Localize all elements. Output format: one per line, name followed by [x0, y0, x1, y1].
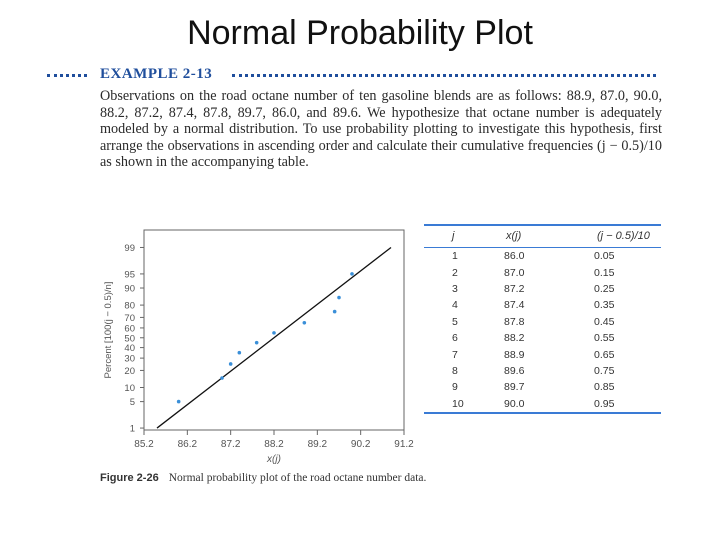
- y-tick-label: 60: [124, 323, 135, 334]
- x-axis-label: x(j): [266, 454, 281, 465]
- y-axis-label: Percent [100(j − 0.5)/n]: [103, 282, 114, 379]
- x-tick-label: 89.2: [308, 439, 328, 450]
- figure-caption-text: Normal probability plot of the road octa…: [168, 472, 427, 484]
- cell-x: 90.0: [504, 397, 525, 410]
- cell-j: 6: [452, 332, 458, 345]
- data-table: j x(j) (j − 0.5)/10 1 86.0 0.05 2 87.0 0.15 …: [424, 224, 661, 414]
- cell-j: 7: [452, 348, 458, 361]
- table-rule-top: [424, 224, 661, 226]
- header-xj: x(j): [506, 230, 522, 242]
- x-tick-label: 90.2: [351, 439, 371, 450]
- y-tick-label: 40: [124, 343, 135, 354]
- cell-freq: 0.55: [594, 332, 615, 345]
- cell-x: 87.4: [504, 299, 525, 312]
- table-row: 5 87.8 0.45: [424, 314, 661, 330]
- cell-freq: 0.35: [594, 299, 615, 312]
- cell-freq: 0.05: [594, 250, 615, 263]
- data-point: [272, 331, 276, 335]
- cell-x: 87.0: [504, 266, 525, 279]
- y-tick-label: 5: [130, 397, 135, 408]
- y-tick-label: 1: [130, 424, 135, 435]
- data-point: [332, 309, 337, 314]
- header-j: j: [452, 230, 455, 242]
- data-point: [302, 321, 307, 325]
- slide-title: Normal Probability Plot: [187, 14, 533, 52]
- y-tick-label: 30: [124, 354, 135, 365]
- y-tick-label: 10: [124, 383, 135, 394]
- data-point: [237, 350, 242, 355]
- cell-j: 9: [452, 381, 458, 394]
- fit-line: [156, 246, 392, 429]
- cell-freq: 0.25: [594, 282, 615, 295]
- cell-freq: 0.95: [594, 397, 615, 410]
- table-row: 10 90.0 0.95: [424, 396, 661, 412]
- example-label: EXAMPLE 2-13: [100, 66, 213, 82]
- x-axis-ticks: 85.2 86.2 87.2 88.2 89.2 90.2 91.2: [134, 430, 414, 450]
- cell-freq: 0.75: [594, 364, 615, 377]
- table-header-row: j x(j) (j − 0.5)/10: [424, 226, 661, 246]
- cell-j: 4: [452, 299, 458, 312]
- y-tick-label: 90: [124, 284, 135, 295]
- y-tick-label: 20: [124, 366, 135, 377]
- table-row: 1 86.0 0.05: [424, 248, 661, 264]
- x-tick-label: 85.2: [134, 439, 154, 450]
- table-row: 9 89.7 0.85: [424, 379, 661, 395]
- cell-x: 88.2: [504, 332, 525, 345]
- cell-j: 10: [452, 397, 464, 410]
- y-tick-label: 70: [124, 313, 135, 324]
- cell-freq: 0.85: [594, 381, 615, 394]
- y-tick-label: 95: [124, 269, 135, 280]
- data-point: [228, 362, 233, 366]
- table-rule-mid: [424, 247, 661, 248]
- cell-x: 87.2: [504, 282, 525, 295]
- header-freq: (j − 0.5)/10: [597, 230, 650, 242]
- table-rule-bottom: [424, 411, 661, 414]
- normal-probability-chart: 85.2 86.2 87.2 88.2 89.2 90.2 91.2 1 5 10 2030405…: [103, 229, 414, 465]
- data-point: [176, 399, 181, 404]
- table-row: 2 87.0 0.15: [424, 264, 661, 280]
- cell-freq: 0.65: [594, 348, 615, 361]
- x-tick-label: 86.2: [178, 439, 198, 450]
- cell-j: 2: [452, 266, 458, 279]
- cell-j: 8: [452, 364, 458, 377]
- y-tick-label: 99: [124, 243, 135, 254]
- example-paragraph: Observations on the road octane number o…: [100, 88, 662, 171]
- figure-caption: Figure 2-26 Normal probability plot of th…: [100, 472, 426, 484]
- cell-x: 89.7: [504, 381, 525, 394]
- cell-freq: 0.15: [594, 266, 615, 279]
- table-row: 7 88.9 0.65: [424, 346, 661, 362]
- cell-x: 88.9: [504, 348, 525, 361]
- y-tick-label: 80: [124, 301, 135, 312]
- cell-freq: 0.45: [594, 315, 615, 328]
- table-row: 4 87.4 0.35: [424, 297, 661, 313]
- y-tick-label: 50: [124, 333, 135, 344]
- dotted-rule-right: [232, 74, 656, 77]
- data-point: [254, 340, 259, 345]
- data-point: [350, 272, 354, 276]
- data-point: [337, 295, 341, 300]
- cell-x: 87.8: [504, 315, 525, 328]
- table-row: 3 87.2 0.25: [424, 281, 661, 297]
- table-row: 8 89.6 0.75: [424, 363, 661, 379]
- cell-x: 89.6: [504, 364, 525, 377]
- cell-j: 5: [452, 315, 458, 328]
- x-tick-label: 91.2: [394, 439, 414, 450]
- data-points: [176, 272, 354, 404]
- x-tick-label: 88.2: [264, 439, 284, 450]
- dotted-rule-left: [47, 74, 87, 77]
- cell-j: 3: [452, 282, 458, 295]
- plot-frame: [143, 229, 405, 431]
- table-row: 6 88.2 0.55: [424, 330, 661, 346]
- data-point: [220, 376, 224, 380]
- x-tick-label: 87.2: [221, 439, 241, 450]
- figure-number: Figure 2-26: [100, 472, 159, 484]
- cell-j: 1: [452, 250, 458, 263]
- cell-x: 86.0: [504, 250, 525, 263]
